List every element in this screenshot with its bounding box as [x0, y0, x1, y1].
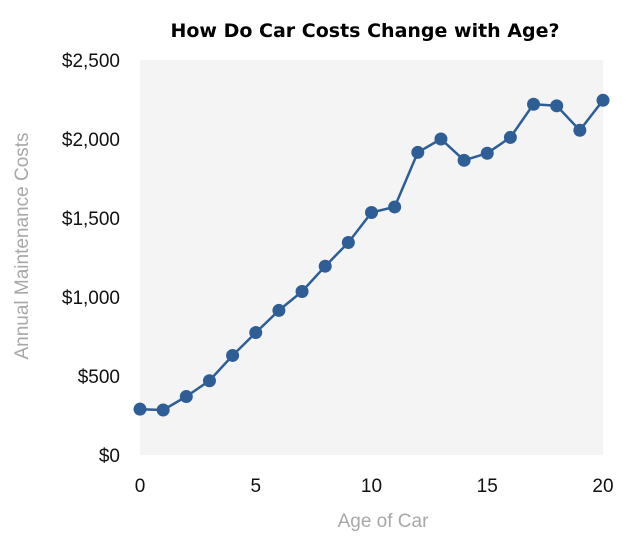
data-point — [550, 99, 564, 113]
data-point — [388, 200, 402, 214]
y-tick-label: $500 — [78, 367, 120, 388]
x-axis-label: Age of Car — [338, 511, 429, 532]
y-tick-label: $1,500 — [62, 209, 120, 230]
data-point — [249, 326, 263, 340]
y-tick-label: $2,000 — [62, 130, 120, 151]
data-point — [365, 205, 378, 219]
data-point — [179, 390, 193, 404]
x-tick-label: 5 — [250, 476, 261, 497]
plot-area — [140, 60, 603, 455]
data-point — [480, 146, 494, 160]
y-axis: $0 $500 $1,000 $1,500 $2,000 $2,500 — [62, 51, 120, 467]
data-point — [503, 130, 517, 144]
data-point — [226, 348, 240, 362]
data-point — [457, 153, 471, 167]
x-axis: 0 5 10 15 20 — [135, 476, 614, 497]
data-point — [596, 93, 610, 107]
data-point — [156, 403, 170, 417]
y-axis-label: Annual Maintenance Costs — [12, 132, 33, 359]
chart-title: How Do Car Costs Change with Age? — [170, 20, 559, 42]
y-tick-label: $0 — [99, 446, 120, 467]
data-point — [573, 123, 587, 137]
data-point — [295, 284, 309, 298]
data-point — [318, 259, 332, 273]
data-point — [133, 402, 147, 416]
data-points — [133, 93, 610, 417]
data-point — [272, 303, 286, 317]
x-tick-label: 10 — [361, 476, 382, 497]
data-point — [411, 145, 425, 159]
data-point — [341, 235, 355, 249]
data-point — [527, 97, 541, 111]
x-tick-label: 0 — [135, 476, 146, 497]
x-tick-label: 20 — [592, 476, 613, 497]
x-tick-label: 15 — [477, 476, 498, 497]
data-point — [202, 374, 216, 388]
data-point — [434, 132, 448, 146]
y-tick-label: $2,500 — [62, 51, 120, 72]
y-tick-label: $1,000 — [62, 288, 120, 309]
